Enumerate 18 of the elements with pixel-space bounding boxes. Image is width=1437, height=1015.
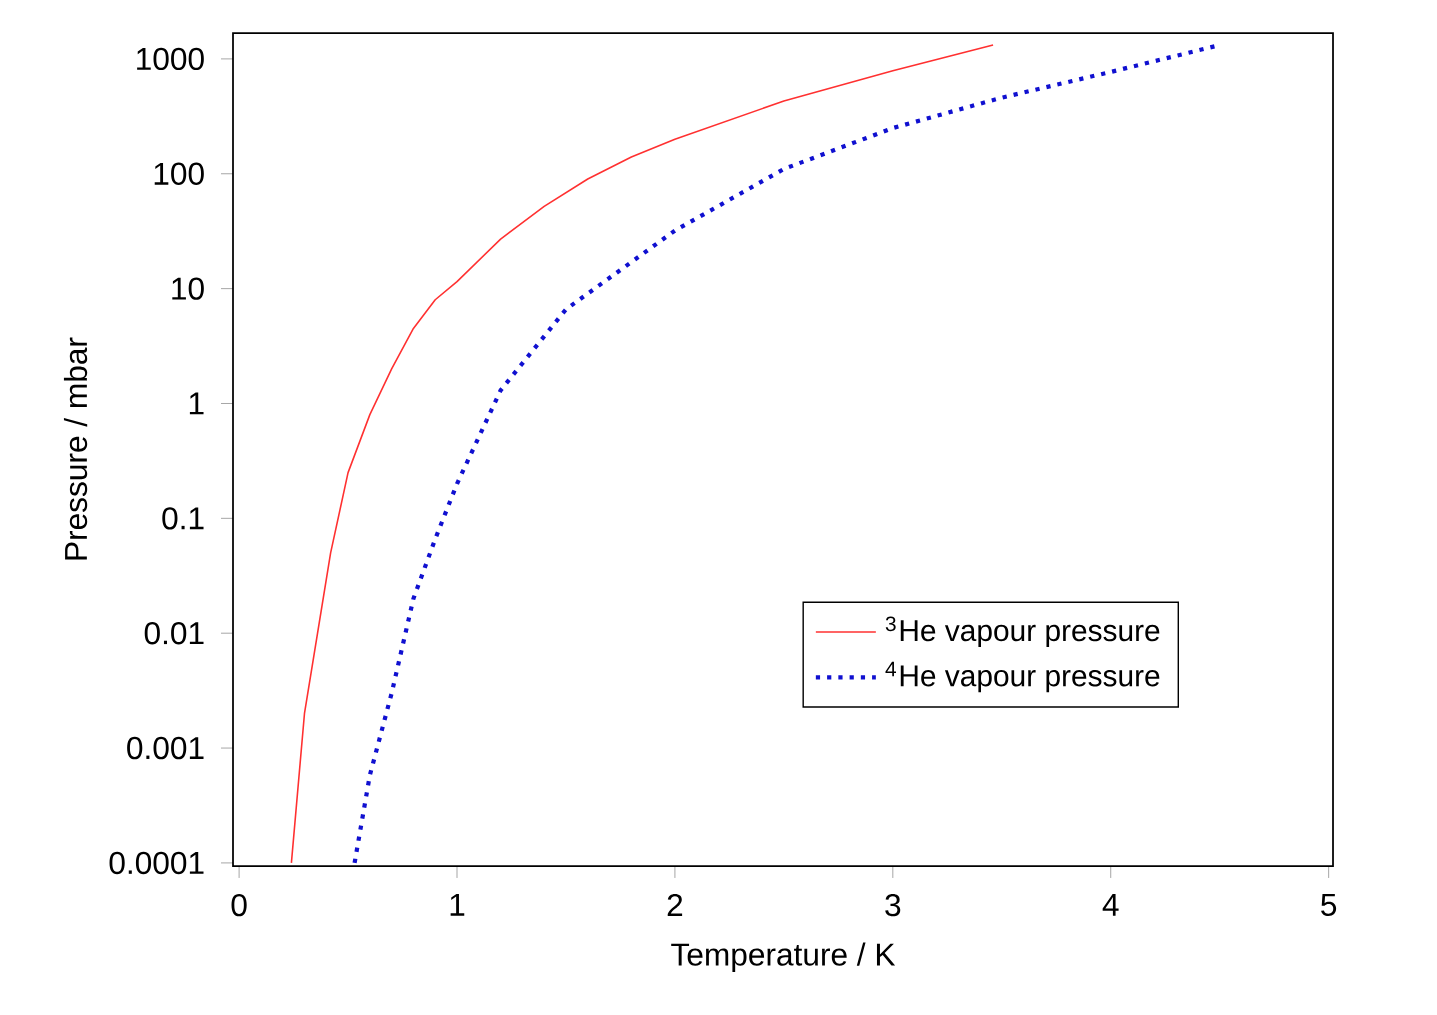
legend-label: $^{4}$He vapour pressure [885,661,1160,693]
y-axis-title: Pressure / mbar [63,337,88,560]
legend-label: $^{3}$He vapour pressure [885,616,1160,648]
x-tick-label: 2 [667,893,683,916]
x-tick-label: 3 [885,893,901,917]
y-tick-label: 0.001 [127,736,204,760]
x-tick-label: 0 [231,893,247,917]
y-tick-label: 0.1 [162,507,204,530]
x-tick-label: 4 [1102,893,1119,916]
x-tick-label: 5 [1321,893,1337,916]
y-tick-label: 100 [154,162,204,185]
x-tick-label: 1 [450,893,465,916]
y-tick-label: 10 [172,277,204,300]
y-tick-label: 0.0001 [109,851,204,875]
y-tick-label: 0.01 [144,621,204,645]
y-tick-label: 1000 [137,47,204,71]
x-axis-title: Temperature / K [671,942,896,972]
y-tick-label: 1 [189,392,204,415]
